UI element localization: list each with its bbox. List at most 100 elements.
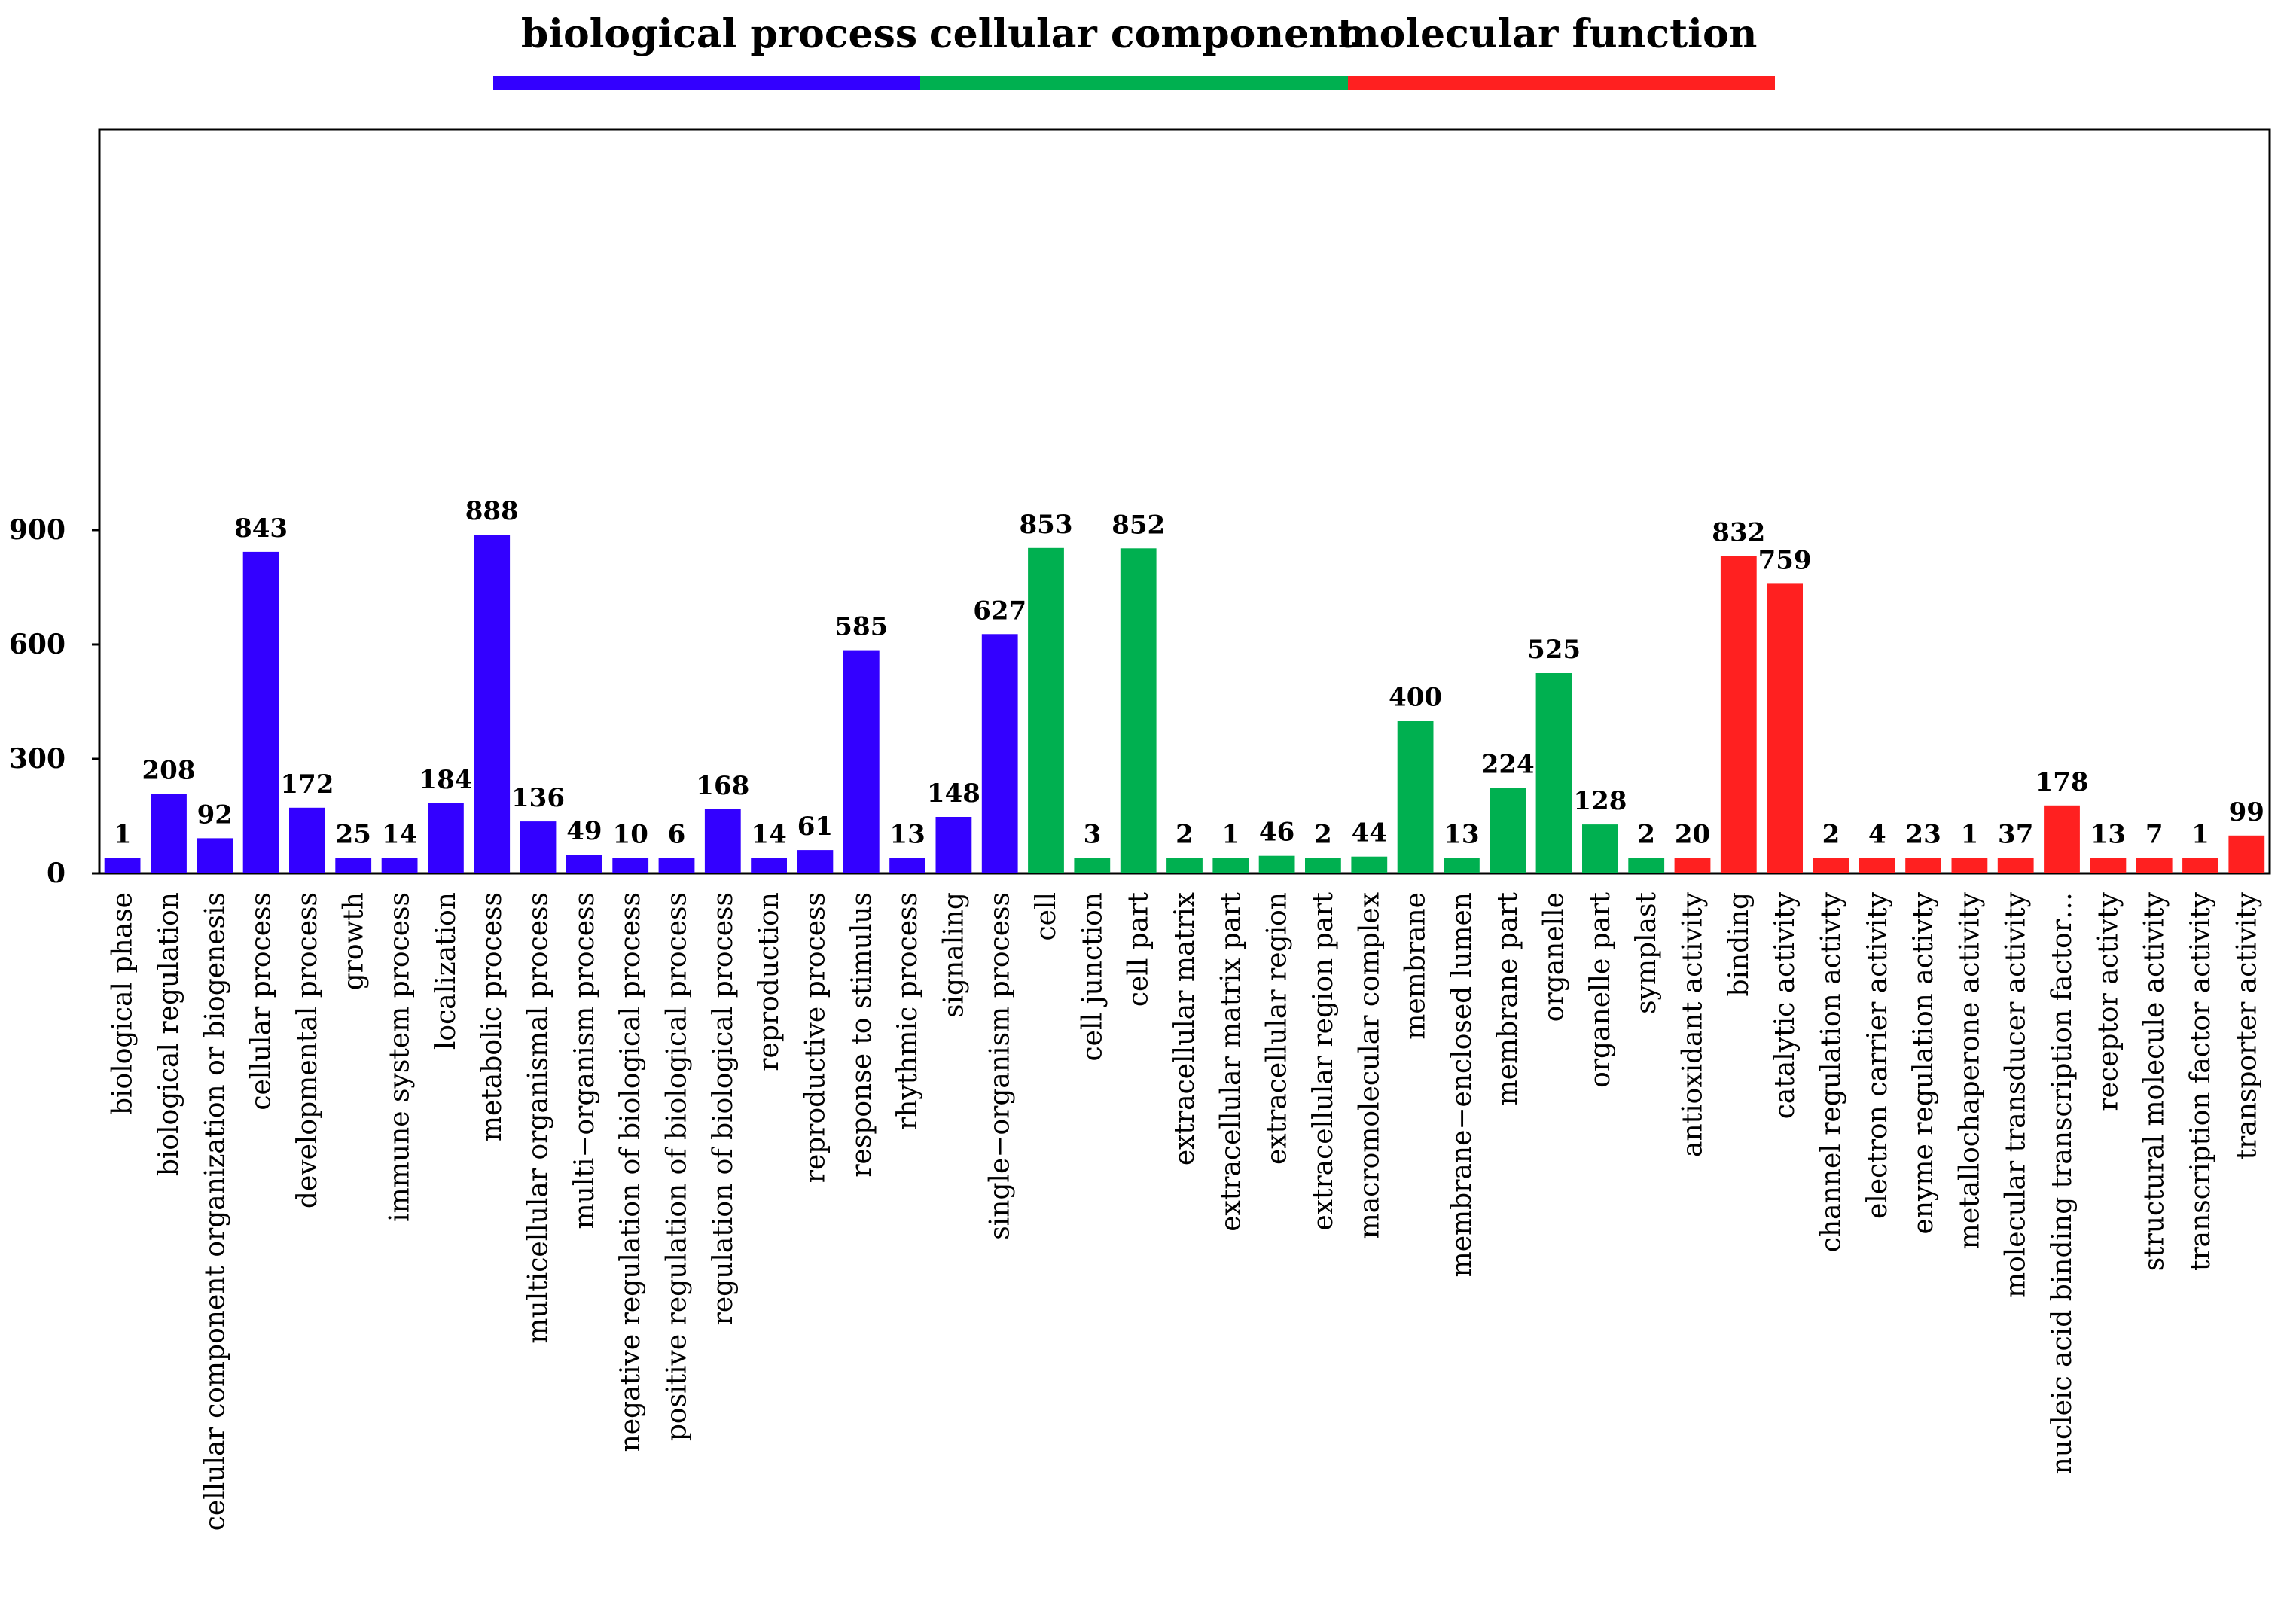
bar-cell-junction [1074,858,1111,873]
x-label-response-to-stimulus: response to stimulus [846,892,877,1178]
bar-metallochaperone-activity [1951,858,1988,873]
value-label-immune-system-process: 14 [382,820,417,850]
value-label-cell-junction: 3 [1084,820,1102,850]
value-label-extracellular-region: 46 [1259,818,1294,848]
value-label-multi-organism-process: 49 [566,816,602,846]
value-label-macromolecular-complex: 44 [1352,818,1387,849]
bar-binding [1720,556,1757,873]
value-label-membrane: 400 [1389,682,1442,712]
value-label-transcription-factor-activity: 1 [2191,820,2209,850]
bar-developmental-process [289,807,325,873]
x-label-cell-junction: cell junction [1077,892,1108,1061]
bar-extracellular-matrix-part [1212,858,1249,873]
bar-electron-carrier-activity [1859,858,1895,873]
x-label-regulation-of-biological-process: regulation of biological process [708,892,739,1325]
x-label-negative-regulation-of-biological-process: negative regulation of biological proces… [615,892,646,1452]
x-label-rhythmic-process: rhythmic process [892,892,923,1130]
x-label-organelle-part: organelle part [1585,891,1616,1087]
value-label-organelle-part: 128 [1573,786,1627,816]
bar-catalytic-activity [1767,583,1803,873]
x-label-structural-molecule-activity: structural molecule activity [2139,891,2170,1271]
x-label-transporter-activity: transporter activity [2231,891,2262,1159]
bar-reproductive-process [797,850,834,873]
bar-reproduction [751,858,787,873]
legend-label-biological-process: biological process [521,11,917,57]
x-label-enyme-regulation-activty: enyme regulation activty [1908,891,1939,1234]
x-label-signaling: signaling [938,892,969,1018]
x-label-organelle: organelle [1539,892,1570,1022]
bar-response-to-stimulus [843,650,880,873]
bar-membrane-part [1490,788,1526,873]
bar-nucleic-acid-binding-transcription-factor [2044,805,2080,873]
value-label-cell-part: 852 [1111,510,1165,540]
legend-line-biological-process [493,76,920,90]
bar-macromolecular-complex [1351,856,1388,873]
bar-metabolic-process [474,535,511,873]
x-label-single-organism-process: single−organism process [985,892,1016,1240]
bar-regulation-of-biological-process [704,809,741,873]
value-label-cellular-process: 843 [234,513,288,544]
x-label-multi-organism-process: multi−organism process [569,892,600,1229]
value-label-negative-regulation-of-biological-process: 10 [613,820,648,850]
value-label-binding: 832 [1712,517,1765,547]
bar-receptor-activty [2090,858,2127,873]
x-label-membrane-enclosed-lumen: membrane−enclosed lumen [1447,892,1477,1277]
value-label-catalytic-activity: 759 [1758,545,1812,575]
x-label-reproduction: reproduction [754,892,785,1071]
bars-layer [104,535,2265,873]
y-tick-label-900: 900 [9,514,66,546]
y-axis: 0 300 600 900 [9,514,99,889]
bar-cellular-component-organization-or-biogenesis [197,838,233,873]
value-label-molecular-transducer-activity: 37 [1998,820,2033,850]
x-label-extracellular-region-part: extracellular region part [1308,891,1339,1230]
value-label-single-organism-process: 627 [973,596,1026,626]
bar-immune-system-process [381,858,418,873]
x-label-macromolecular-complex: macromolecular complex [1354,892,1385,1239]
value-label-extracellular-region-part: 2 [1314,820,1332,850]
x-label-catalytic-activity: catalytic activity [1770,891,1801,1119]
value-label-organelle: 525 [1527,635,1581,665]
x-label-cell-part: cell part [1124,891,1154,1007]
value-label-membrane-part: 224 [1481,750,1535,780]
x-label-positive-regulation-of-biological-process: positive regulation of biological proces… [662,892,693,1441]
value-label-enyme-regulation-activty: 23 [1905,820,1941,850]
value-label-biological-regulation: 208 [142,756,196,786]
legend-label-molecular-function: molecular function [1338,11,1758,57]
value-label-reproductive-process: 61 [797,812,833,842]
bar-growth [335,858,372,873]
value-label-biological-phase: 1 [114,820,132,850]
value-label-antioxidant-activity: 20 [1675,820,1710,850]
value-label-channel-regulation-activty: 2 [1822,820,1840,850]
x-label-biological-phase: biological phase [108,892,139,1115]
bar-extracellular-matrix [1166,858,1203,873]
x-label-cellular-process: cellular process [246,892,277,1111]
x-label-extracellular-region: extracellular region [1262,892,1293,1165]
value-label-multicellular-organismal-process: 136 [511,783,565,813]
x-label-membrane: membrane [1401,892,1432,1040]
bar-molecular-transducer-activity [1997,858,2034,873]
x-label-extracellular-matrix: extracellular matrix [1169,892,1200,1165]
bar-membrane-enclosed-lumen [1444,858,1480,873]
bar-membrane [1397,721,1434,873]
bar-positive-regulation-of-biological-process [658,858,695,873]
x-label-electron-carrier-activity: electron carrier activity [1862,891,1893,1219]
bar-signaling [935,817,972,873]
x-label-transcription-factor-activity: transcription factor activity [2185,891,2216,1271]
bar-cell [1028,547,1064,873]
value-label-regulation-of-biological-process: 168 [696,771,749,801]
bar-rhythmic-process [889,858,925,873]
value-label-growth: 25 [336,820,371,850]
value-label-structural-molecule-activity: 7 [2145,820,2164,850]
value-label-localization: 184 [419,765,472,795]
bar-antioxidant-activity [1674,858,1711,873]
bar-extracellular-region [1258,855,1295,873]
bar-biological-phase [104,858,141,873]
x-label-extracellular-matrix-part: extracellular matrix part [1215,891,1246,1231]
bar-cell-part [1120,548,1157,873]
value-label-reproduction: 14 [751,820,786,850]
bar-cellular-process [242,551,279,873]
legend-line-cellular-component [920,76,1348,90]
x-label-receptor-activty: receptor activty [2093,891,2124,1111]
